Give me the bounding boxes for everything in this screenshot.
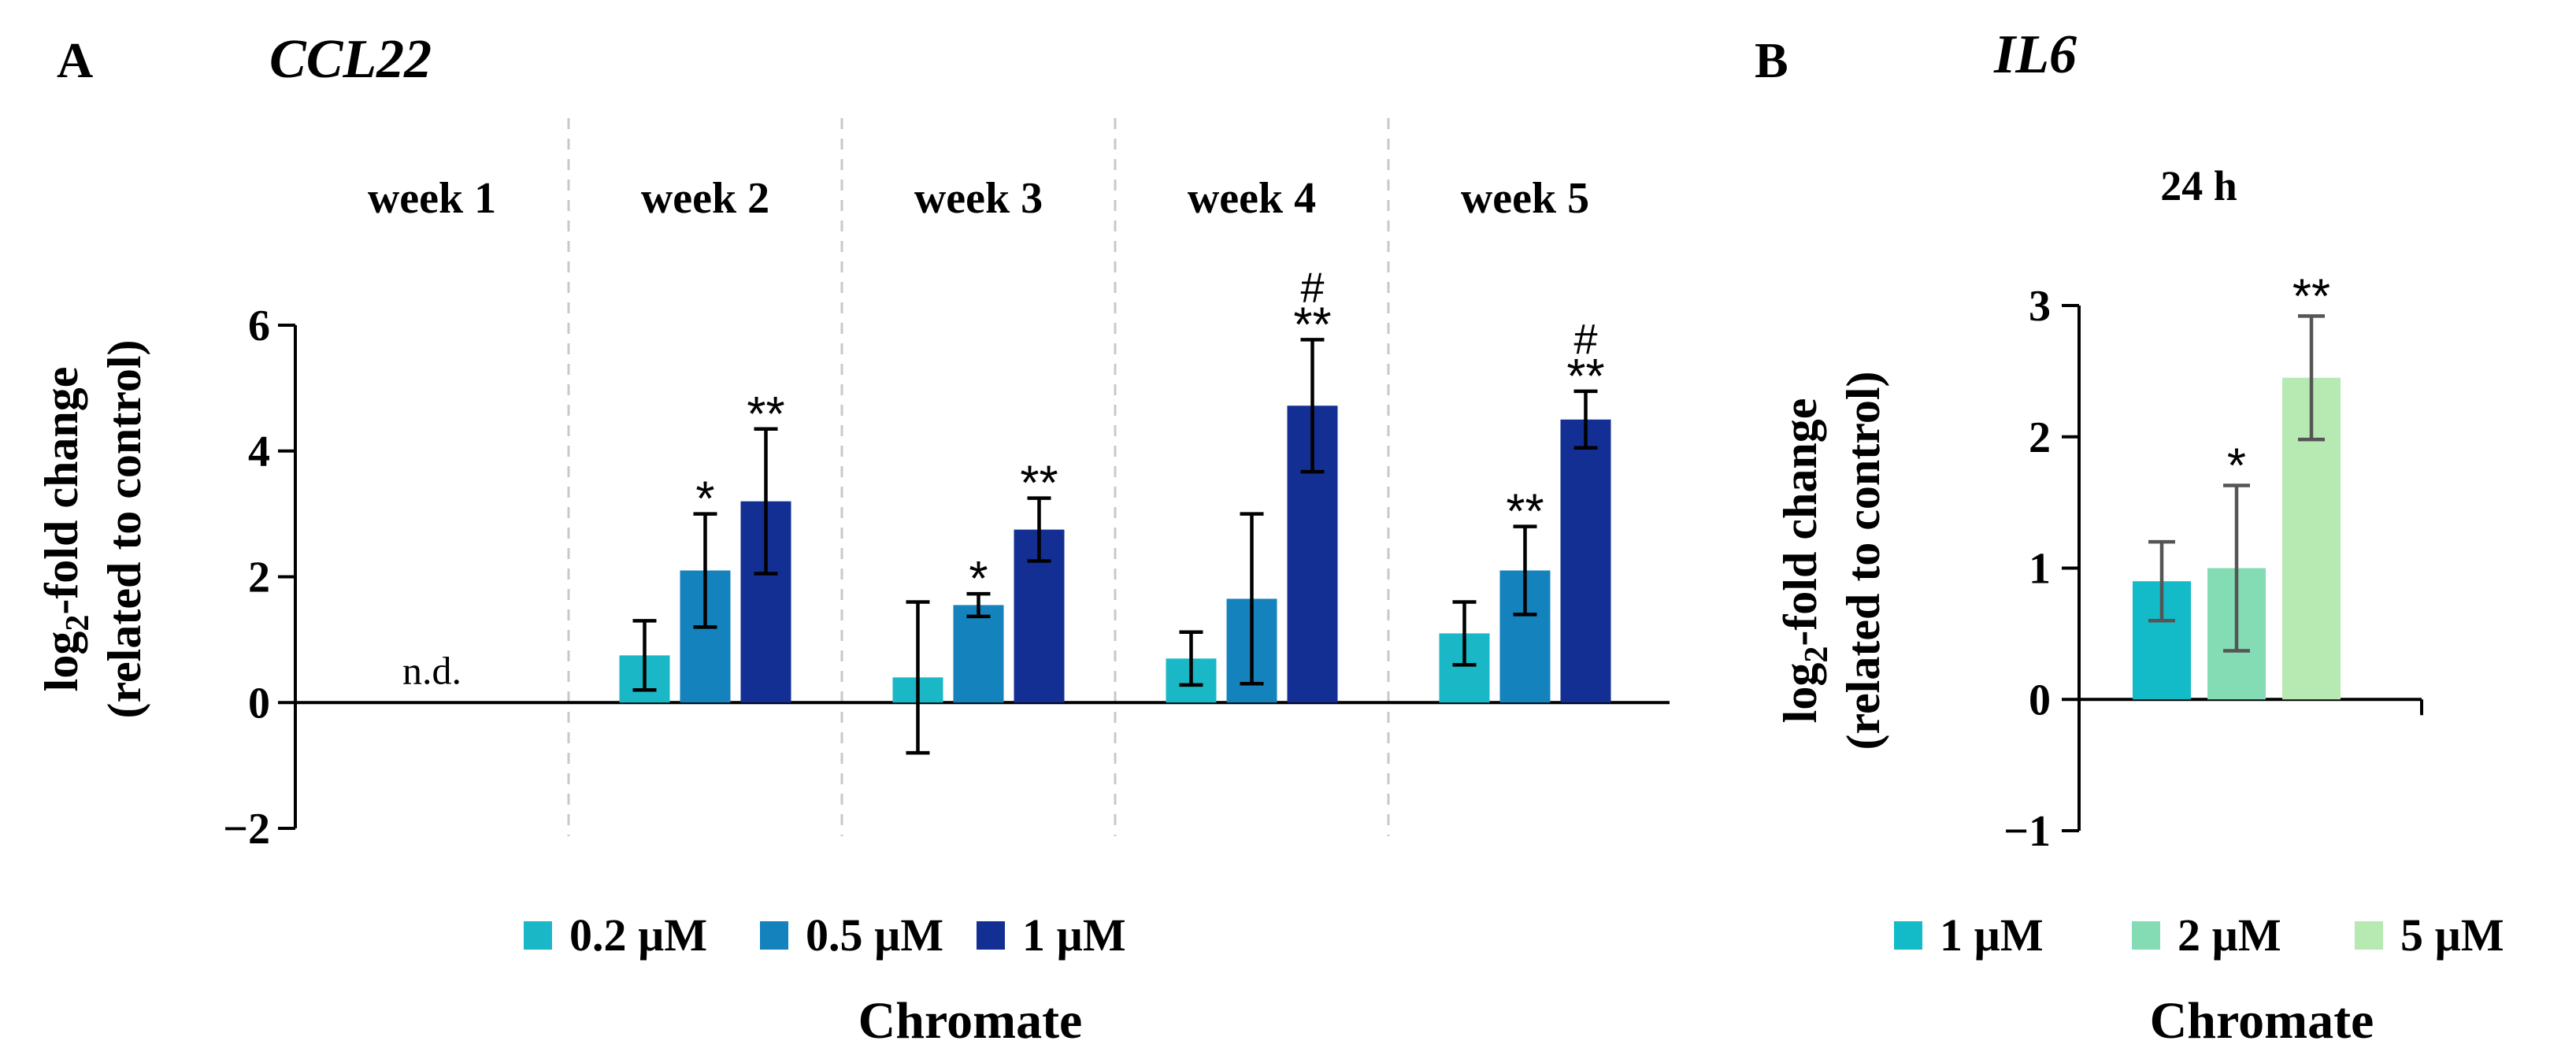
significance-star: ** bbox=[1293, 298, 1331, 352]
legend-swatch bbox=[760, 921, 788, 950]
panel-b-legend: 1 µM 2 µM 5 µM bbox=[1894, 909, 2504, 961]
bar bbox=[953, 605, 1004, 703]
y-tick-label: 6 bbox=[248, 302, 270, 350]
legend-label: 0.2 µM bbox=[569, 909, 707, 961]
panel-b-title: IL6 bbox=[1993, 24, 2077, 85]
legend-swatch bbox=[524, 921, 552, 950]
significance-star: ** bbox=[747, 387, 784, 442]
panel-a-y-axis-label: log2-fold change bbox=[35, 367, 96, 692]
panel-a-y-axis-label-2: (related to control) bbox=[98, 340, 150, 719]
week-labels: week 1 n.d. week 2 week 3 week 4 week 5 bbox=[368, 174, 1589, 692]
y-tick-label: 1 bbox=[2029, 545, 2051, 594]
y-tick-label: 3 bbox=[2029, 282, 2051, 331]
legend-label: 1 µM bbox=[1940, 909, 2044, 961]
legend-swatch bbox=[977, 921, 1005, 950]
panel-b-y-axis-label-2: (related to control) bbox=[1837, 372, 1889, 750]
week-label: week 1 bbox=[368, 174, 496, 223]
significance-star: * bbox=[695, 472, 714, 527]
y-tick-label: 4 bbox=[248, 428, 270, 476]
panel-b-error-bars bbox=[2148, 314, 2325, 653]
panel-b-x-axis-label: Chromate bbox=[2150, 992, 2374, 1050]
panel-a-axes: −2 0 2 4 6 bbox=[223, 302, 1670, 854]
significance-star: * bbox=[969, 552, 988, 606]
significance-star: ** bbox=[2292, 269, 2330, 324]
bar bbox=[1560, 419, 1611, 703]
significance-star: * bbox=[2227, 439, 2246, 493]
panel-a-significance: ********#****# bbox=[695, 264, 1604, 606]
significance-star: ** bbox=[1566, 350, 1604, 404]
panel-b-y-axis-label: log2-fold change bbox=[1774, 398, 1835, 724]
y-tick-label: 2 bbox=[2029, 413, 2051, 462]
y-tick-label: 0 bbox=[2029, 676, 2051, 724]
panel-a-legend: 0.2 µM 0.5 µM 1 µM bbox=[524, 909, 1126, 961]
panel-a-label: A bbox=[57, 32, 93, 88]
legend-label: 2 µM bbox=[2178, 909, 2281, 961]
panel-b-significance: *** bbox=[2227, 269, 2330, 493]
y-tick-label: −2 bbox=[223, 805, 270, 854]
significance-hash: # bbox=[1573, 316, 1597, 363]
panel-a-title: CCL22 bbox=[269, 29, 432, 90]
not-determined-label: n.d. bbox=[402, 648, 461, 692]
legend-label: 0.5 µM bbox=[806, 909, 943, 961]
legend-swatch bbox=[2132, 921, 2160, 950]
y-tick-label: −1 bbox=[2003, 807, 2051, 856]
week-label: week 3 bbox=[914, 174, 1043, 223]
significance-star: ** bbox=[1506, 485, 1544, 539]
panel-b-label: B bbox=[1755, 32, 1788, 88]
panel-a-error-bars bbox=[632, 338, 1598, 755]
week-label: week 5 bbox=[1461, 174, 1589, 223]
legend-swatch bbox=[2355, 921, 2383, 950]
week-label: week 2 bbox=[641, 174, 769, 223]
panel-a-x-axis-label: Chromate bbox=[858, 992, 1083, 1050]
significance-star: ** bbox=[1020, 457, 1058, 511]
week-separators bbox=[567, 118, 1390, 836]
panel-b-subtitle: 24 h bbox=[2160, 162, 2237, 209]
week-label: week 4 bbox=[1188, 174, 1316, 223]
legend-swatch bbox=[1894, 921, 1922, 950]
legend-label: 5 µM bbox=[2400, 909, 2504, 961]
y-tick-label: 0 bbox=[248, 679, 270, 728]
panel-a-chart: A CCL22 week 1n.d.week 2 week 3 week 4 week… bbox=[35, 29, 1670, 1050]
significance-hash: # bbox=[1300, 264, 1324, 311]
y-tick-label: 2 bbox=[248, 554, 270, 602]
legend-label: 1 µM bbox=[1022, 909, 1126, 961]
